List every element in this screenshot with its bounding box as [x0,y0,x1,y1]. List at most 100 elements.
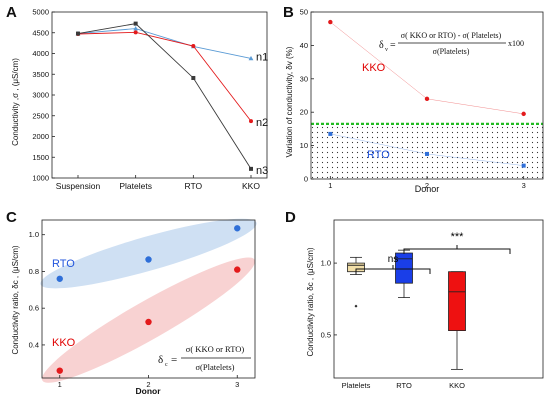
panel-c-kko-label: KKO [52,337,76,349]
panel-d-label: D [285,209,296,226]
formula-c-numerator: σ( KKO or RTO) [186,344,245,354]
significance-ns: ns [388,254,399,265]
formula-denominator: σ(Platelets) [433,47,470,56]
band-RTO [40,218,257,289]
data-point-n3 [249,166,253,171]
panel-d-yticks: 0.5 1.0 [321,259,337,339]
x-tick-label: RTO [396,381,412,390]
data-point-n2 [191,44,196,49]
formula-numerator: σ( KKO or RTO) - σ( Platelets) [401,31,502,40]
significance-bracket-ns [355,268,431,274]
y-tick-label: 0.4 [29,340,39,349]
series-label-n1: n1 [256,51,268,63]
formula-equals: = [390,40,396,51]
panel-c-label: C [6,209,17,226]
formula-tail: x100 [508,39,524,48]
panel-c-formula: δ c = σ( KKO or RTO) σ(Platelets) [158,344,251,372]
y-tick-label: 0.8 [29,267,39,276]
panel-a-ylabel: Conductivity ,σ , (μS/cm) [11,58,20,146]
panel-a: A Conductivity ,σ , (μS/cm) 1000 1500 2000… [6,4,268,191]
x-tick-label: 3 [235,380,239,389]
panel-d-frame [333,219,544,379]
data-point-RTO [328,131,333,136]
significance-bracket-star [403,248,511,254]
series-line-n1 [77,28,252,59]
y-tick-label: 0.5 [321,330,331,339]
data-point-KKO [234,266,241,273]
x-tick-label: 1 [58,380,62,389]
panel-b-xlabel: Donor [415,184,440,194]
y-tick-label: 1000 [32,174,49,183]
y-tick-label: 50 [300,8,308,17]
formula-c-lhs: δ [158,354,163,366]
panel-a-xticks: Suspension Platelets RTO KKO [56,175,260,191]
x-tick-label: RTO [185,181,203,191]
panel-d-ylabel: Conductivity ratio, δc , (μS/cm) [306,247,315,356]
panel-c: C Conductivity ratio, δc , (μS/cm) 0.40.… [6,209,257,396]
y-tick-label: 2500 [32,111,49,120]
y-tick-label: 4500 [32,28,49,37]
data-point-n3 [76,31,80,36]
x-tick-label: 1 [328,181,332,190]
data-point-n2 [133,30,138,35]
panel-c-yticks: 0.4 0.6 0.8 1.0 [29,230,45,349]
panel-d-xticks: Platelets RTO KKO [342,381,465,390]
x-tick-label: Platelets [342,381,371,390]
panel-a-series [75,21,254,171]
outlier-Platelets [354,304,358,308]
data-point-n3 [191,75,196,80]
data-point-KKO [145,318,152,326]
panel-b-rto-label: RTO [367,149,390,161]
data-point-KKO [56,367,63,374]
data-point-RTO [145,256,152,263]
y-tick-label: 10 [300,141,308,150]
panel-a-label: A [6,4,17,21]
y-tick-label: 1500 [32,153,49,162]
data-point-RTO [56,275,63,282]
panel-b-ylabel: Variation of conductivity, δv (%) [285,46,294,157]
x-tick-label: KKO [449,381,465,390]
panel-b-dotted-region [311,123,543,179]
data-point-n1 [133,26,139,31]
panel-b: B Variation of conductivity, δv (%) 0 10 2… [283,4,544,194]
y-tick-label: 0 [304,175,308,184]
panel-b-xticks: 1 2 3 [328,176,526,190]
panel-c-series [56,225,241,374]
x-tick-label: KKO [242,181,260,191]
y-tick-label: 4000 [32,49,49,58]
data-point-n3 [133,21,138,26]
x-tick-label: Suspension [56,181,101,191]
y-tick-label: 3500 [32,70,49,79]
x-tick-label: Platelets [119,181,152,191]
formula-lhs: δ [379,40,384,51]
x-tick-label: 3 [522,181,526,190]
panel-d-significance: ns *** [355,231,511,274]
panel-a-frame [51,11,268,179]
data-point-KKO [424,96,430,102]
y-tick-label: 3000 [32,91,49,100]
panel-b-series [328,19,526,168]
panel-d: D Conductivity ratio, δc , (μS/cm) 0.5 1.… [285,209,544,390]
x-tick-label: 2 [425,181,429,190]
panel-b-label: B [283,4,294,21]
data-point-KKO [521,111,526,117]
panel-c-ylabel: Conductivity ratio, δc , (μS/cm) [11,245,20,354]
y-tick-label: 0.6 [29,304,39,313]
y-tick-label: 2000 [32,132,49,141]
panel-c-xticks: 1 2 3 [58,375,239,389]
formula-lhs-sub: v [385,47,388,53]
panel-c-xlabel: Donor [135,386,161,396]
data-point-RTO [425,151,429,156]
series-label-n3: n3 [256,165,268,177]
significance-stars: *** [451,231,465,243]
series-line-n3 [77,23,252,170]
panel-a-yticks: 1000 1500 2000 2500 3000 3500 4000 4500 5000 [32,8,55,183]
formula-c-denominator: σ(Platelets) [195,362,234,372]
y-tick-label: 20 [300,108,308,117]
y-tick-label: 1.0 [321,259,331,268]
panel-b-kko-label: KKO [362,62,386,74]
formula-c-equals: = [171,354,177,366]
series-line-n2 [77,31,252,122]
y-tick-label: 1.0 [29,230,39,239]
